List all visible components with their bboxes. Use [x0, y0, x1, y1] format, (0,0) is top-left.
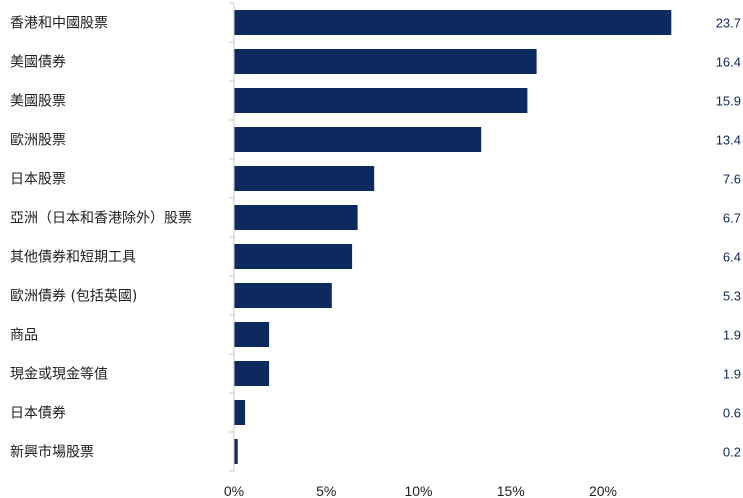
category-label: 美國股票: [10, 94, 66, 110]
bar: [234, 322, 270, 347]
category-label: 日本債券: [10, 406, 66, 422]
data-label: 0.6: [723, 406, 741, 421]
data-label: 6.7: [723, 211, 741, 226]
category-label: 美國債券: [10, 55, 66, 71]
bar: [234, 166, 375, 191]
category-label: 其他債券和短期工具: [10, 250, 136, 266]
category-label: 日本股票: [10, 172, 66, 188]
data-label: 1.9: [723, 367, 741, 382]
bar: [234, 400, 246, 425]
x-tick-label: 20%: [589, 483, 617, 498]
data-label: 7.6: [723, 172, 741, 187]
category-label: 新興市場股票: [10, 444, 94, 461]
category-label: 歐洲股票: [10, 133, 66, 149]
data-label: 23.7: [716, 16, 741, 31]
category-label: 歐洲債券 (包括英國): [10, 288, 137, 305]
bar: [234, 10, 672, 35]
category-label: 現金或現金等值: [10, 366, 108, 383]
bar: [234, 283, 332, 308]
bar: [234, 205, 358, 230]
x-tick-label: 10%: [404, 483, 432, 498]
bar: [234, 244, 353, 269]
data-label: 0.2: [723, 445, 741, 460]
category-label: 亞洲（日本和香港除外）股票: [10, 211, 192, 227]
bar: [234, 361, 270, 386]
data-label: 5.3: [723, 289, 741, 304]
data-label: 16.4: [716, 55, 741, 70]
category-label: 香港和中國股票: [10, 16, 108, 32]
x-tick-label: 5%: [316, 483, 336, 498]
bar: [234, 127, 482, 152]
data-label: 1.9: [723, 328, 741, 343]
x-tick-label: 0%: [224, 483, 244, 498]
data-label: 13.4: [716, 133, 741, 148]
data-label: 6.4: [723, 250, 741, 265]
bar: [234, 88, 528, 113]
data-label: 15.9: [716, 94, 741, 109]
x-tick-label: 15%: [497, 483, 525, 498]
bar: [234, 49, 537, 74]
category-label: 商品: [10, 328, 38, 344]
bar: [234, 439, 238, 464]
